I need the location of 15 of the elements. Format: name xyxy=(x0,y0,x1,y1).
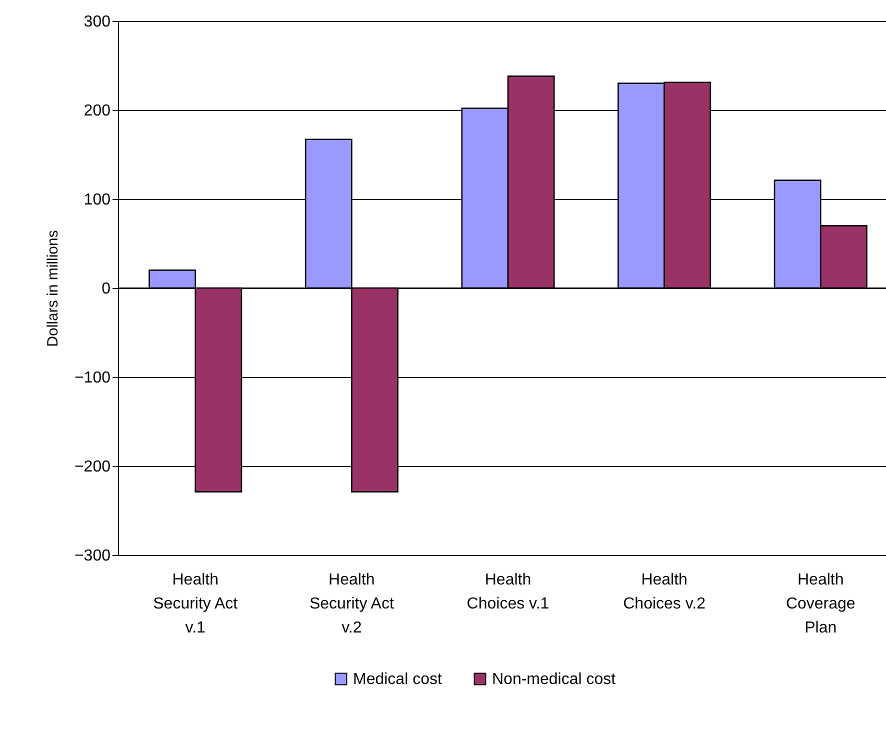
y-tick-label: 300 xyxy=(84,14,111,30)
y-tick-label: 100 xyxy=(84,192,111,208)
legend-label: Medical cost xyxy=(353,671,442,688)
x-tick-label: Health Security Act v.1 xyxy=(153,572,238,636)
y-tick-label: −100 xyxy=(74,370,111,386)
y-tick-label: 200 xyxy=(84,102,111,120)
x-tick-label: Health Choices v.1 xyxy=(466,572,550,612)
x-tick-label: Health Coverage Plan xyxy=(786,572,856,636)
x-tick-label: Health Choices v.2 xyxy=(623,572,706,612)
legend-label: Non-medical cost xyxy=(492,671,616,688)
y-tick-label: −200 xyxy=(74,458,111,476)
y-tick-label: 0 xyxy=(102,280,111,298)
y-axis-title: Dollars in millions xyxy=(44,230,62,347)
x-tick-label: Health Security Act v.2 xyxy=(309,572,394,636)
y-tick-label: −300 xyxy=(74,548,111,564)
